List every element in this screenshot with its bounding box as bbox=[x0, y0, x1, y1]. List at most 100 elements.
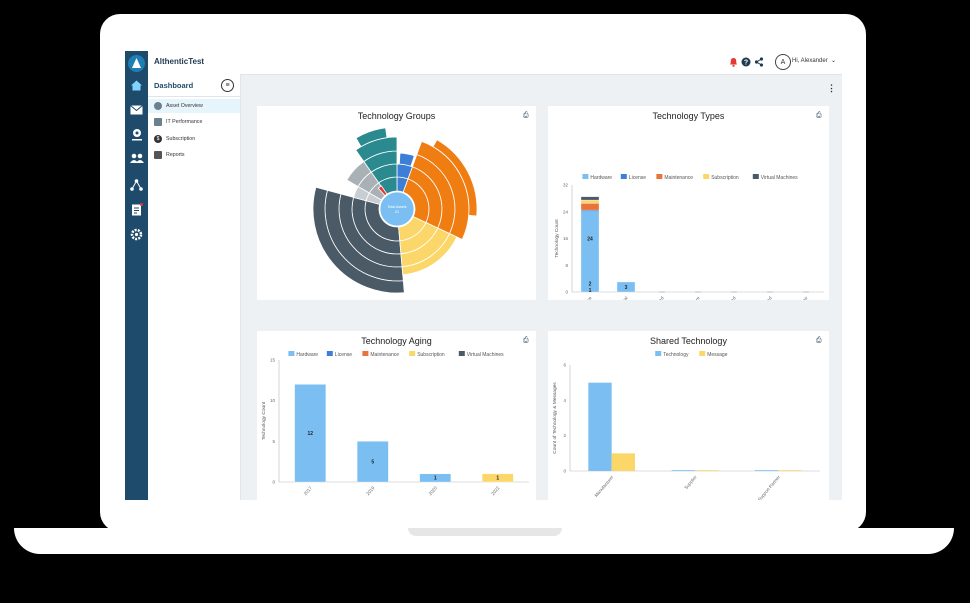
data-label: 24 bbox=[587, 236, 593, 242]
app-screen: AlthenticTest ? A Hi, Alexander ⌄ Dashbo… bbox=[125, 51, 842, 500]
dollar-icon: $ bbox=[154, 135, 162, 143]
legend-label: License bbox=[335, 352, 352, 358]
x-tick-label: 2019 bbox=[365, 485, 376, 496]
legend-swatch bbox=[362, 351, 369, 356]
home-icon[interactable] bbox=[129, 78, 144, 93]
print-icon[interactable]: ⎙ bbox=[523, 112, 529, 119]
sunburst-segment bbox=[401, 232, 458, 276]
technology-types-chart: Hardware License Maintenance Subscription Vi… bbox=[554, 174, 824, 300]
y-axis-label: Technology Count bbox=[261, 401, 267, 440]
data-label: 3 bbox=[625, 285, 628, 291]
sidebar-divider bbox=[148, 96, 240, 97]
legend-label: Subscription bbox=[417, 352, 445, 358]
technology-aging-panel: Technology Aging ⎙ Hardware License Mainte… bbox=[257, 331, 536, 500]
y-axis-label: Technology Count bbox=[554, 219, 560, 258]
notes-icon[interactable] bbox=[129, 202, 144, 217]
print-icon[interactable]: ⎙ bbox=[816, 337, 822, 344]
share-icon[interactable] bbox=[753, 56, 765, 68]
more-options-icon[interactable]: ⋮ bbox=[827, 83, 836, 93]
sunburst-segment bbox=[377, 185, 388, 197]
sidebar-title: Dashboard bbox=[154, 81, 194, 90]
legend-label: Hardware bbox=[590, 175, 612, 181]
legend-swatch bbox=[655, 351, 662, 356]
menu-toggle-icon[interactable]: ≡ bbox=[221, 79, 234, 92]
chevron-down-icon[interactable]: ⌄ bbox=[831, 58, 837, 64]
sidebar-item-label: Asset Overview bbox=[166, 103, 203, 109]
legend-label: Technology bbox=[663, 352, 689, 358]
data-label: 12 bbox=[307, 431, 313, 437]
panel-title: Shared Technology bbox=[650, 336, 727, 346]
bar bbox=[695, 470, 719, 471]
sidebar-item-reports[interactable]: Reports bbox=[148, 148, 240, 162]
sunburst-segment bbox=[353, 185, 370, 202]
bar bbox=[588, 382, 612, 471]
mail-icon[interactable] bbox=[129, 102, 144, 117]
legend-swatch bbox=[582, 174, 589, 179]
app-title: AlthenticTest bbox=[154, 57, 205, 66]
legend-label: Message bbox=[707, 352, 728, 358]
location-icon[interactable] bbox=[129, 127, 144, 142]
x-tick-label: Active bbox=[581, 295, 593, 300]
bar bbox=[778, 470, 802, 471]
y-tick-label: 0 bbox=[563, 469, 566, 474]
legend-swatch bbox=[409, 351, 416, 356]
technology-groups-panel: Technology Groups ⎙ Total Assets 21 bbox=[257, 106, 536, 300]
bar bbox=[616, 281, 636, 293]
technology-types-panel: Technology Types ⎙ Hardware License Mainte… bbox=[548, 106, 829, 300]
legend-label: Maintenance bbox=[370, 352, 399, 358]
top-bar: AlthenticTest ? A Hi, Alexander ⌄ bbox=[148, 51, 842, 75]
print-icon[interactable]: ⎙ bbox=[816, 112, 822, 119]
bar bbox=[755, 470, 779, 471]
bar bbox=[580, 203, 600, 211]
app-logo-icon bbox=[128, 55, 145, 72]
x-tick-label: Manufacturer bbox=[594, 474, 615, 498]
y-tick-label: 15 bbox=[270, 358, 276, 363]
sidebar-item-it-performance[interactable]: IT Performance bbox=[148, 115, 240, 129]
laptop-notch bbox=[408, 528, 562, 536]
sidebar-item-asset-overview[interactable]: Asset Overview bbox=[148, 99, 240, 113]
legend-swatch bbox=[620, 174, 627, 179]
chart-legend: Technology Message bbox=[655, 351, 728, 358]
settings-icon[interactable] bbox=[129, 227, 144, 242]
x-tick-label: Support Partner bbox=[757, 474, 782, 500]
y-tick-label: 4 bbox=[563, 398, 566, 403]
y-tick-label: 8 bbox=[565, 263, 568, 268]
y-tick-label: 5 bbox=[272, 439, 275, 444]
legend-label: Hardware bbox=[296, 352, 318, 358]
y-tick-label: 10 bbox=[270, 398, 276, 403]
sunburst-segment bbox=[432, 139, 478, 217]
panel-title: Technology Types bbox=[652, 111, 725, 121]
y-tick-label: 24 bbox=[563, 209, 569, 214]
legend-label: Maintenance bbox=[664, 175, 693, 181]
y-tick-label: 32 bbox=[563, 183, 569, 188]
x-tick-label: Not Required bbox=[752, 295, 773, 300]
x-tick-label: Supplier bbox=[683, 474, 698, 490]
print-icon[interactable]: ⎙ bbox=[523, 337, 529, 344]
data-label: 1 bbox=[496, 476, 499, 482]
legend-swatch bbox=[703, 174, 710, 179]
y-tick-label: 0 bbox=[272, 480, 275, 485]
bar bbox=[580, 196, 600, 201]
svg-text:?: ? bbox=[744, 60, 748, 67]
sidebar-item-subscription[interactable]: $ Subscription bbox=[148, 132, 240, 146]
users-icon[interactable] bbox=[129, 151, 144, 166]
y-tick-label: 2 bbox=[563, 433, 566, 438]
y-tick-label: 6 bbox=[563, 363, 566, 368]
x-tick-label: Spare bbox=[689, 295, 701, 300]
data-label: 1 bbox=[434, 476, 437, 482]
help-icon[interactable]: ? bbox=[740, 56, 752, 68]
hierarchy-icon[interactable] bbox=[129, 177, 144, 192]
report-icon bbox=[154, 151, 162, 159]
bar bbox=[580, 211, 600, 293]
sunburst-segment bbox=[398, 152, 415, 167]
bar bbox=[580, 209, 600, 212]
bell-icon[interactable] bbox=[727, 56, 739, 68]
x-tick-label: 2020 bbox=[428, 485, 439, 496]
user-greeting[interactable]: Hi, Alexander bbox=[792, 58, 828, 64]
shared-technology-panel: Shared Technology ⎙ Technology Message 0 2 4… bbox=[548, 331, 829, 500]
avatar[interactable]: A bbox=[775, 54, 791, 70]
legend-swatch bbox=[288, 351, 295, 356]
bar bbox=[356, 441, 389, 483]
legend-label: License bbox=[629, 175, 646, 181]
palette-icon bbox=[154, 102, 162, 110]
